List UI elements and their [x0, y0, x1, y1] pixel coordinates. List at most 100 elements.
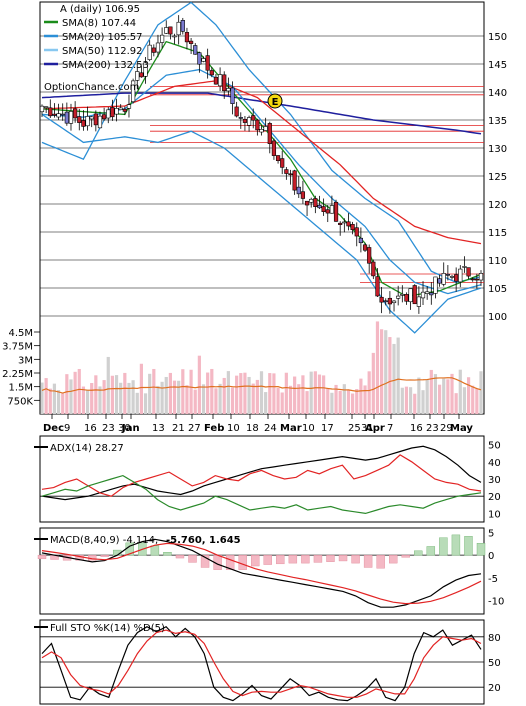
x-tick-label: Apr — [365, 423, 385, 434]
indicator-y-tick-label: 10 — [488, 509, 501, 520]
volume-bar — [40, 382, 44, 414]
candle-body — [309, 198, 314, 203]
price-y-tick-label: 120 — [488, 200, 507, 211]
watermark-text: OptionChance.com — [44, 82, 139, 93]
volume-bar — [114, 375, 119, 414]
volume-bar — [110, 375, 115, 414]
legend-entry: SMA(8) 107.44 — [62, 18, 136, 29]
x-tick-label: Dec — [43, 423, 64, 434]
candle-body — [284, 169, 289, 174]
macd-histogram-bar — [150, 545, 160, 556]
volume-bar — [152, 368, 156, 414]
volume-bar — [388, 337, 392, 414]
candle-body — [412, 285, 417, 305]
indicator-y-tick-label: 20 — [488, 492, 501, 503]
candle-body — [462, 266, 467, 268]
candle-body — [205, 55, 210, 71]
candle-body — [143, 62, 148, 77]
candle-body — [172, 35, 177, 38]
macd-histogram-bar — [313, 554, 323, 563]
candle-body — [470, 278, 475, 281]
volume-bar — [243, 372, 247, 414]
candle-body — [93, 113, 98, 126]
volume-bar — [77, 368, 81, 414]
macd-histogram-bar — [276, 554, 285, 565]
candle-body — [346, 221, 351, 227]
candle-body — [317, 204, 322, 209]
candle-body — [209, 70, 214, 76]
candle-body — [168, 26, 173, 35]
macd-panel: 5 0 -5 -10 MACD(8,40,9) -4.114, -5.760, 1.6… — [34, 527, 504, 615]
candle-body — [325, 209, 330, 214]
x-tick-label: 25 — [348, 423, 361, 434]
indicator-y-tick-label: 80 — [488, 633, 501, 644]
volume-bar — [226, 371, 230, 414]
candle-body — [164, 27, 169, 34]
candle-body — [396, 295, 401, 299]
candle-body — [217, 74, 223, 87]
candle-body — [64, 111, 69, 124]
volume-bar — [214, 388, 218, 414]
volume-bar — [44, 378, 48, 414]
price-y-tick-label: 150 — [488, 32, 507, 43]
stochastic-title: Full STO %K(14) %D(5) — [50, 623, 165, 634]
price-y-tick-label: 140 — [488, 88, 507, 99]
macd-histogram-bar — [464, 536, 473, 556]
candle-body — [362, 244, 368, 251]
adx-panel: 50 40 30 20 10 ADX(14) 28.27 — [34, 435, 501, 523]
macd-histogram-bar — [401, 554, 410, 558]
stochastic-gridlines — [40, 636, 484, 688]
volume-bar — [392, 343, 396, 414]
bollinger-upper-line — [41, 1, 482, 284]
candle-body — [89, 116, 94, 120]
volume-bar — [48, 388, 52, 414]
macd-histogram-bar — [451, 534, 461, 556]
x-tick-label: 9 — [64, 423, 70, 434]
candle-body — [296, 186, 301, 195]
macd-histogram-bar — [188, 554, 197, 563]
volume-bar — [284, 372, 288, 414]
volume-bar — [355, 389, 359, 414]
candle-body — [246, 117, 252, 126]
candle-body — [408, 288, 413, 303]
x-tick-label: 29 — [440, 423, 453, 434]
candle-body — [139, 72, 144, 78]
volume-bar — [413, 393, 417, 414]
volume-bar — [181, 369, 185, 414]
stochastic-panel: 80 50 20 Full STO %K(14) %D(5) — [34, 619, 501, 705]
x-tick-label: 10 — [302, 423, 315, 434]
candle-body — [441, 273, 446, 285]
macd-histogram-bar — [238, 554, 247, 570]
volume-bar — [454, 393, 458, 414]
indicator-series-line — [41, 445, 482, 501]
candle-body — [371, 261, 376, 277]
stochastic-y-axis-ticks: 80 50 20 — [488, 633, 501, 694]
candle-body — [271, 140, 277, 156]
adx-title: ADX(14) 28.27 — [50, 443, 124, 454]
candle-body — [280, 158, 285, 168]
candle-body — [234, 106, 239, 117]
candle-body — [81, 120, 86, 127]
candle-body — [184, 32, 190, 43]
volume-bar — [276, 387, 280, 414]
volume-bar — [251, 383, 255, 414]
candle-body — [304, 200, 310, 206]
indicator-y-tick-label: -5 — [488, 574, 498, 585]
volume-bar — [239, 373, 243, 414]
volume-bar — [94, 375, 98, 414]
volume-bar — [61, 393, 65, 414]
volume-bar — [363, 385, 367, 414]
candle-body — [387, 297, 392, 305]
candle-body — [213, 76, 219, 85]
volume-bar — [322, 375, 326, 414]
candle-body — [222, 74, 227, 92]
adx-legend: ADX(14) 28.27 — [34, 443, 124, 454]
volume-bar — [222, 377, 226, 414]
candle-body — [259, 129, 264, 133]
volume-bar — [135, 392, 139, 414]
candle-body — [391, 300, 397, 304]
volume-bar — [264, 392, 268, 414]
candle-body — [39, 105, 45, 113]
